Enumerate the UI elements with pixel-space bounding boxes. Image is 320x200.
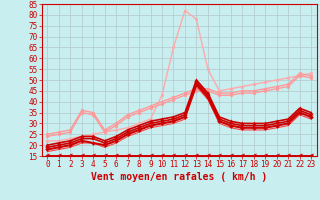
X-axis label: Vent moyen/en rafales ( km/h ): Vent moyen/en rafales ( km/h ) — [91, 172, 267, 182]
